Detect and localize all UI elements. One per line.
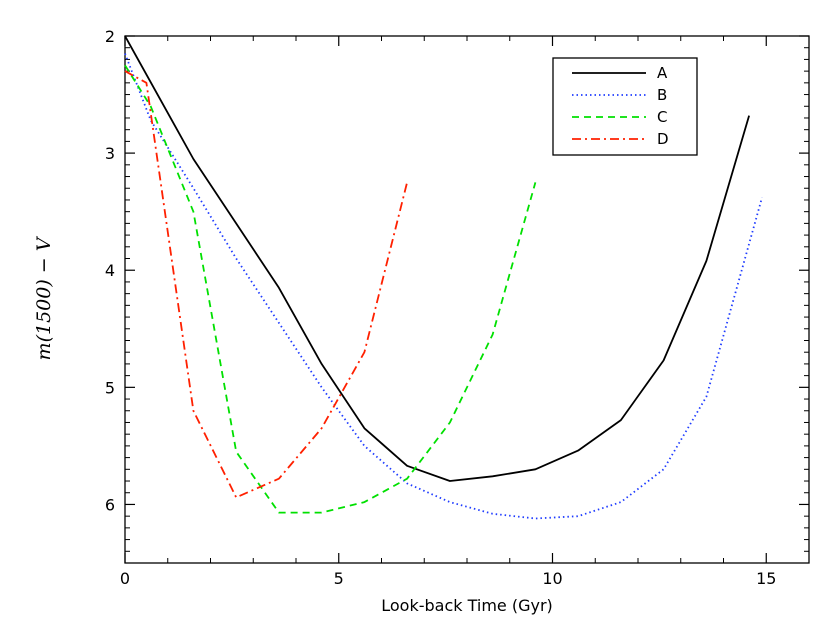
y-tick-label: 6 <box>105 495 115 514</box>
legend-label-a: A <box>657 64 668 82</box>
x-tick-label: 0 <box>120 569 130 588</box>
y-tick-label: 5 <box>105 378 115 397</box>
x-tick-label: 5 <box>334 569 344 588</box>
axis-ticks: 0 5 10 15 2 3 4 5 6 <box>105 27 810 588</box>
y-tick-label: 2 <box>105 27 115 46</box>
series-line-b <box>124 53 763 520</box>
legend-label-b: B <box>657 86 667 104</box>
x-tick-label: 10 <box>542 569 562 588</box>
series-line-c <box>124 64 537 514</box>
series-line-d <box>124 70 408 499</box>
x-tick-label: 15 <box>756 569 776 588</box>
x-axis-label: Look-back Time (Gyr) <box>381 596 553 615</box>
y-tick-label: 4 <box>105 261 115 280</box>
y-axis-label: m(1500) − V <box>33 235 55 360</box>
series-line-a <box>124 35 750 482</box>
legend-label-c: C <box>657 108 667 126</box>
legend-label-d: D <box>657 130 669 148</box>
plot-frame <box>124 35 810 564</box>
series-layer <box>124 35 763 520</box>
y-tick-label: 3 <box>105 144 115 163</box>
